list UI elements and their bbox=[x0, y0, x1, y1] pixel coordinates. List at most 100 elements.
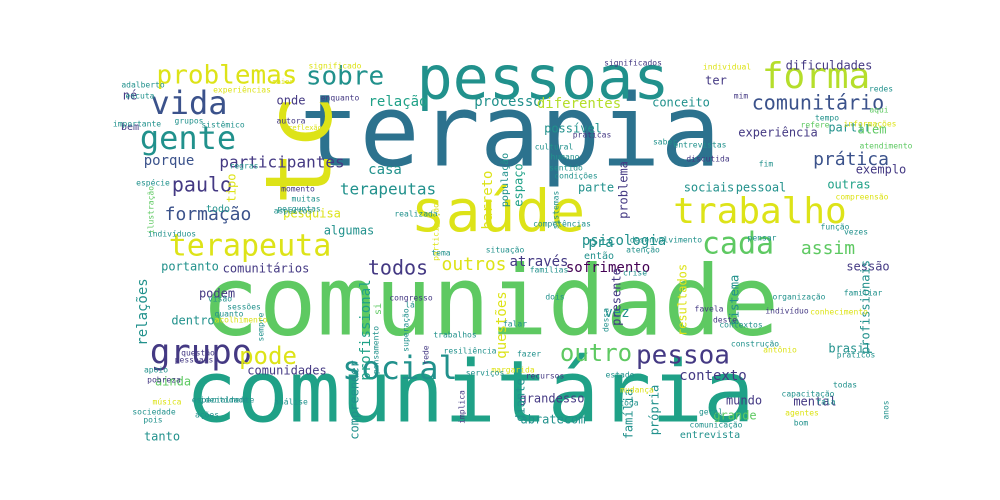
word-132: pensar bbox=[748, 234, 777, 243]
word-77: grande bbox=[713, 409, 756, 423]
word-130: participação bbox=[432, 203, 441, 261]
word-170: apoio bbox=[144, 366, 168, 375]
word-92: adalberto bbox=[121, 81, 165, 90]
word-73: abratecom bbox=[520, 413, 585, 427]
word-105: sentido bbox=[549, 164, 583, 173]
word-126: aspectos bbox=[274, 207, 313, 216]
word-111: informações bbox=[844, 120, 897, 129]
word-159: conhecimento bbox=[810, 308, 868, 317]
word-165: rede bbox=[422, 345, 431, 364]
word-62: sessão bbox=[846, 260, 889, 274]
word-171: pobreza bbox=[147, 376, 181, 385]
word-149: trabalhos bbox=[433, 331, 477, 340]
word-155: favela bbox=[695, 305, 724, 314]
word-38: conceito bbox=[652, 96, 710, 110]
word-48: exemplo bbox=[856, 163, 907, 177]
word-167: construção bbox=[731, 340, 779, 349]
word-151: fazer bbox=[517, 350, 541, 359]
word-187: capacitação bbox=[782, 390, 835, 399]
word-82: presente bbox=[610, 268, 624, 326]
word-117: refere bbox=[801, 121, 830, 130]
word-86: questões bbox=[494, 291, 510, 358]
word-150: falar bbox=[503, 320, 527, 329]
word-99: grupos bbox=[175, 117, 204, 126]
word-142: sessões bbox=[227, 303, 261, 312]
word-22: paulo bbox=[172, 173, 232, 197]
word-59: tipo bbox=[225, 174, 239, 203]
word-164: pensamento bbox=[372, 326, 381, 374]
word-13: problemas bbox=[157, 61, 298, 91]
word-63: podem bbox=[199, 287, 235, 301]
word-102: práticas bbox=[573, 131, 612, 140]
word-5: tc bbox=[245, 95, 352, 206]
word-10: gente bbox=[140, 119, 236, 157]
word-35: relação bbox=[368, 94, 427, 110]
word-19: outro bbox=[560, 339, 632, 367]
word-64: dentro bbox=[171, 314, 214, 328]
word-100: sistêmico bbox=[201, 120, 245, 130]
word-20: todos bbox=[368, 256, 428, 280]
word-21: pode bbox=[239, 342, 297, 370]
word-191: bom bbox=[794, 419, 809, 428]
word-45: experiência bbox=[738, 126, 817, 140]
word-30: porque bbox=[144, 153, 195, 169]
word-14: social bbox=[342, 349, 458, 387]
word-190: agentes bbox=[785, 409, 819, 418]
word-71: grandesso bbox=[519, 392, 584, 406]
word-83: resultados bbox=[676, 264, 690, 336]
word-95: maior bbox=[272, 78, 293, 86]
word-123: espécie bbox=[136, 178, 170, 188]
word-76: mundo bbox=[726, 394, 762, 408]
word-136: tema bbox=[431, 249, 450, 258]
word-72: diante bbox=[514, 378, 528, 421]
word-4: saúde bbox=[411, 177, 586, 245]
word-124: ilustração bbox=[147, 186, 156, 234]
word-79: mental bbox=[793, 395, 836, 409]
word-12: sobre bbox=[306, 62, 384, 92]
word-119: momento bbox=[281, 185, 315, 194]
word-49: além bbox=[858, 123, 887, 137]
word-156: deste bbox=[713, 316, 737, 325]
word-186: comunicação bbox=[690, 421, 743, 430]
word-135: compreensão bbox=[836, 193, 889, 202]
word-2: comunitária bbox=[185, 342, 755, 442]
word-172: música bbox=[153, 398, 182, 407]
word-88: bem bbox=[121, 122, 139, 133]
word-61: comunitários bbox=[223, 262, 310, 276]
word-139: famílias bbox=[530, 266, 569, 275]
word-24: participantes bbox=[219, 153, 344, 172]
word-173: especialmente bbox=[192, 396, 255, 405]
word-145: acolhimento bbox=[215, 316, 268, 325]
word-37: diferentes bbox=[537, 96, 621, 112]
word-161: familiar bbox=[844, 289, 883, 298]
word-179: implica bbox=[458, 390, 467, 424]
word-34: pessoal bbox=[736, 181, 787, 195]
word-120: muitas bbox=[292, 195, 321, 204]
word-147: lá bbox=[405, 301, 415, 310]
word-183: mudança bbox=[620, 386, 654, 395]
word-168: antônio bbox=[763, 345, 797, 355]
word-182: estado bbox=[606, 371, 635, 380]
word-192: anos bbox=[882, 400, 891, 419]
word-98: reflexão bbox=[288, 124, 322, 132]
word-15: cada bbox=[702, 227, 774, 262]
word-75: própria bbox=[648, 385, 662, 436]
word-163: pessoais bbox=[175, 356, 214, 365]
word-17: comunitário bbox=[752, 91, 884, 115]
word-181: recursos bbox=[526, 372, 565, 381]
word-36: processo bbox=[474, 94, 541, 110]
word-23: formação bbox=[165, 204, 252, 225]
word-121: perguntas bbox=[277, 205, 321, 214]
word-106: condições bbox=[554, 172, 598, 181]
word-55: então bbox=[584, 251, 614, 262]
word-33: sociais bbox=[684, 181, 735, 195]
word-128: competências bbox=[533, 219, 591, 229]
word-134: função bbox=[821, 223, 850, 232]
word-50: ter bbox=[705, 74, 727, 88]
word-0: terapia bbox=[299, 72, 720, 189]
word-169: práticos bbox=[837, 351, 876, 360]
word-114: mim bbox=[734, 92, 749, 101]
word-94: escuta bbox=[126, 92, 155, 101]
word-131: desenvolvimento bbox=[630, 236, 702, 245]
word-67: comunidades bbox=[247, 364, 326, 378]
